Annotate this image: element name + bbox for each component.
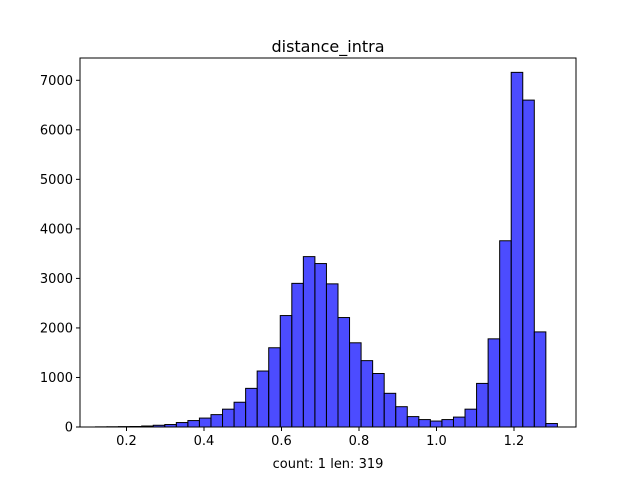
histogram-bar xyxy=(291,282,304,428)
histogram-bar xyxy=(522,99,535,428)
histogram-bar xyxy=(418,419,431,428)
histogram-bar xyxy=(372,373,385,428)
histogram-bar xyxy=(476,382,489,428)
y-tick-label: 4000 xyxy=(40,222,73,237)
x-tick-label: 0.4 xyxy=(194,434,215,449)
histogram-bar xyxy=(487,338,501,428)
x-tick-label: 0.8 xyxy=(349,434,370,449)
x-tick-label: 1.0 xyxy=(426,434,447,449)
histogram-bar xyxy=(314,263,327,428)
histogram-bar xyxy=(198,417,212,428)
histogram-bar xyxy=(360,360,374,428)
histogram-bar xyxy=(499,240,512,428)
y-tick-label: 3000 xyxy=(40,272,73,287)
y-tick-label: 1000 xyxy=(40,371,73,386)
y-axis-ticks: 0 1000 2000 3000 4000 5000 6000 7000 xyxy=(40,74,80,436)
histogram-bar xyxy=(545,423,558,428)
histogram-bar xyxy=(210,414,224,428)
histogram-bar xyxy=(349,342,362,428)
x-tick-label: 1.2 xyxy=(504,434,525,449)
histogram-bar xyxy=(256,370,270,428)
histogram-bar xyxy=(325,283,339,428)
histogram-bar xyxy=(429,420,443,428)
y-tick-label: 0 xyxy=(65,421,73,436)
y-tick-label: 6000 xyxy=(40,123,73,138)
plot-frame xyxy=(79,57,577,428)
histogram-bar xyxy=(395,406,408,428)
histogram-bar xyxy=(406,416,420,428)
bars-group xyxy=(95,71,558,428)
histogram-bar xyxy=(233,401,247,428)
histogram-bar xyxy=(510,71,524,428)
x-axis-ticks: 0.2 0.4 0.6 0.8 1.0 1.2 xyxy=(116,427,524,449)
histogram-bar xyxy=(302,256,316,428)
histogram-bar xyxy=(464,408,478,428)
histogram-bar xyxy=(187,420,200,428)
x-tick-label: 0.6 xyxy=(271,434,292,449)
histogram-bar xyxy=(222,408,235,428)
histogram-bar xyxy=(533,331,547,428)
chart-title: distance_intra xyxy=(271,37,384,57)
histogram-bar xyxy=(175,422,189,428)
histogram-bar xyxy=(279,315,293,428)
y-tick-label: 7000 xyxy=(40,74,73,89)
y-tick-label: 2000 xyxy=(40,321,73,336)
histogram-bar xyxy=(452,416,466,428)
x-axis-label: count: 1 len: 319 xyxy=(273,457,384,472)
y-tick-label: 5000 xyxy=(40,173,73,188)
histogram-bar xyxy=(268,347,281,428)
histogram-bar xyxy=(337,317,351,428)
histogram-bar xyxy=(441,419,454,428)
x-tick-label: 0.2 xyxy=(116,434,137,449)
histogram-bar xyxy=(245,387,258,428)
histogram-bar xyxy=(383,392,397,428)
